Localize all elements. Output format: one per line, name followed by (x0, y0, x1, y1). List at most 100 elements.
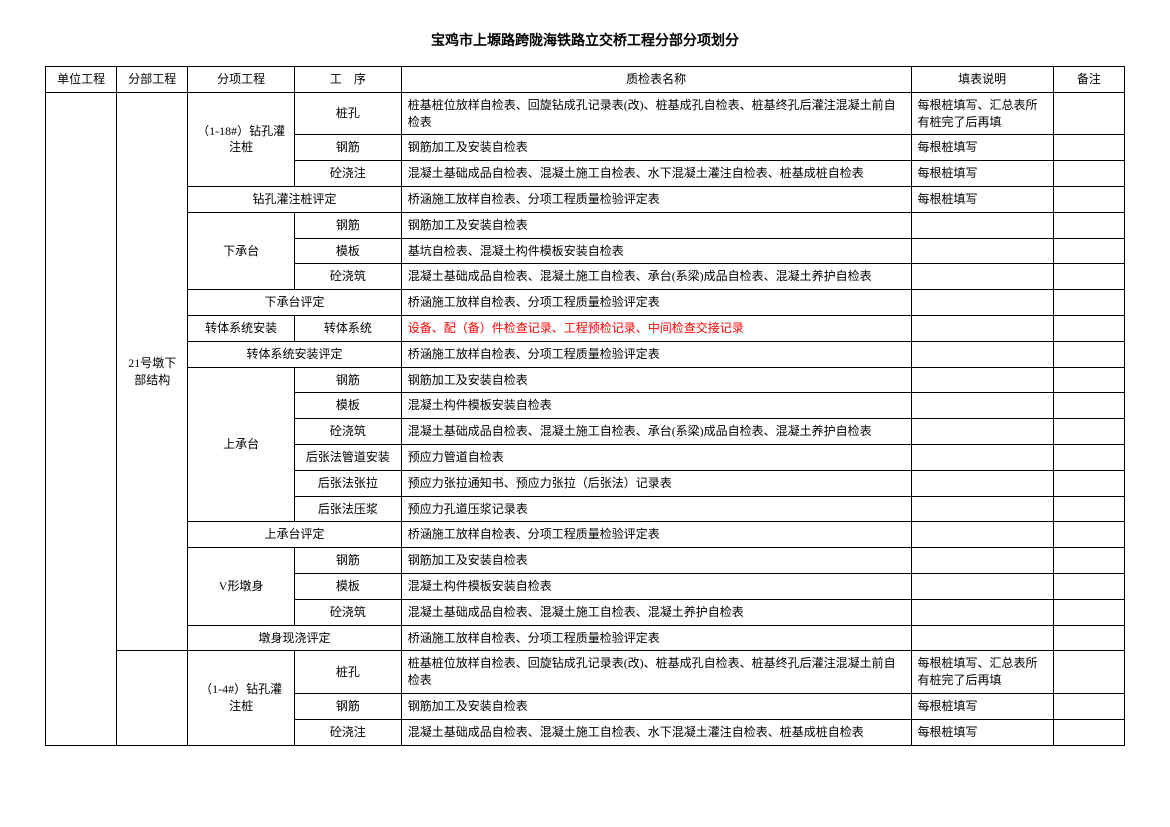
cell-zhijian: 混凝土基础成品自检表、混凝土施工自检表、承台(系梁)成品自检表、混凝土养护自检表 (401, 264, 911, 290)
cell-fenxiang: 墩身现浇评定 (188, 625, 401, 651)
table-row: 上承台 钢筋 钢筋加工及安装自检表 (46, 367, 1125, 393)
cell-note (911, 315, 1053, 341)
cell-note: 每根桩填写 (911, 186, 1053, 212)
table-row: 21号墩下部结构 （1-18#）钻孔灌注桩 桩孔 桩基桩位放样自检表、回旋钻成孔… (46, 92, 1125, 135)
cell-note (911, 341, 1053, 367)
table-row: 转体系统安装 转体系统 设备、配（备）件检查记录、工程预检记录、中间检查交接记录 (46, 315, 1125, 341)
cell-zhijian: 桥涵施工放样自检表、分项工程质量检验评定表 (401, 625, 911, 651)
cell-remark (1053, 186, 1124, 212)
cell-gongxu: 模板 (294, 393, 401, 419)
cell-remark (1053, 393, 1124, 419)
cell-gongxu: 钢筋 (294, 212, 401, 238)
main-table: 单位工程 分部工程 分项工程 工 序 质检表名称 填表说明 备注 21号墩下部结… (45, 66, 1125, 746)
cell-note (911, 470, 1053, 496)
cell-remark (1053, 444, 1124, 470)
cell-zhijian: 混凝土基础成品自检表、混凝土施工自检表、水下混凝土灌注自检表、桩基成桩自检表 (401, 719, 911, 745)
cell-zhijian: 钢筋加工及安装自检表 (401, 367, 911, 393)
cell-remark (1053, 315, 1124, 341)
cell-gongxu: 砼浇筑 (294, 264, 401, 290)
cell-zhijian: 混凝土基础成品自检表、混凝土施工自检表、水下混凝土灌注自检表、桩基成桩自检表 (401, 161, 911, 187)
cell-note (911, 548, 1053, 574)
cell-zhijian: 桥涵施工放样自检表、分项工程质量检验评定表 (401, 341, 911, 367)
cell-gongxu: 钢筋 (294, 548, 401, 574)
cell-remark (1053, 135, 1124, 161)
cell-zhijian: 钢筋加工及安装自检表 (401, 212, 911, 238)
cell-gongxu: 模板 (294, 238, 401, 264)
cell-zhijian: 预应力管道自检表 (401, 444, 911, 470)
cell-fenxiang: 下承台评定 (188, 290, 401, 316)
cell-zhijian: 基坑自检表、混凝土构件模板安装自检表 (401, 238, 911, 264)
cell-gongxu: 桩孔 (294, 651, 401, 694)
cell-remark (1053, 573, 1124, 599)
cell-fenxiang: V形墩身 (188, 548, 295, 625)
cell-gongxu: 砼浇注 (294, 719, 401, 745)
header-row: 单位工程 分部工程 分项工程 工 序 质检表名称 填表说明 备注 (46, 67, 1125, 93)
cell-remark (1053, 522, 1124, 548)
cell-fenxiang: 转体系统安装 (188, 315, 295, 341)
cell-remark (1053, 496, 1124, 522)
cell-note: 每根桩填写、汇总表所有桩完了后再填 (911, 92, 1053, 135)
cell-remark (1053, 719, 1124, 745)
cell-zhijian: 混凝土基础成品自检表、混凝土施工自检表、混凝土养护自检表 (401, 599, 911, 625)
table-row: 下承台 钢筋 钢筋加工及安装自检表 (46, 212, 1125, 238)
header-c7: 备注 (1053, 67, 1124, 93)
cell-note (911, 496, 1053, 522)
cell-fenbu (117, 651, 188, 745)
cell-zhijian: 混凝土构件模板安装自检表 (401, 393, 911, 419)
cell-gongxu: 后张法管道安装 (294, 444, 401, 470)
cell-gongxu: 转体系统 (294, 315, 401, 341)
cell-zhijian: 预应力孔道压浆记录表 (401, 496, 911, 522)
cell-remark (1053, 651, 1124, 694)
cell-note: 每根桩填写 (911, 135, 1053, 161)
cell-gongxu: 砼浇注 (294, 161, 401, 187)
cell-note (911, 444, 1053, 470)
cell-note (911, 522, 1053, 548)
cell-remark (1053, 341, 1124, 367)
cell-gongxu: 砼浇筑 (294, 419, 401, 445)
cell-note: 每根桩填写 (911, 693, 1053, 719)
cell-fenbu: 21号墩下部结构 (117, 92, 188, 651)
cell-zhijian: 钢筋加工及安装自检表 (401, 548, 911, 574)
cell-zhijian: 混凝土基础成品自检表、混凝土施工自检表、承台(系梁)成品自检表、混凝土养护自检表 (401, 419, 911, 445)
cell-zhijian: 桥涵施工放样自检表、分项工程质量检验评定表 (401, 522, 911, 548)
cell-zhijian: 桩基桩位放样自检表、回旋钻成孔记录表(改)、桩基成孔自检表、桩基终孔后灌注混凝土… (401, 651, 911, 694)
cell-zhijian: 设备、配（备）件检查记录、工程预检记录、中间检查交接记录 (401, 315, 911, 341)
header-c3: 分项工程 (188, 67, 295, 93)
cell-note (911, 212, 1053, 238)
page-title: 宝鸡市上塬路跨陇海铁路立交桥工程分部分项划分 (45, 30, 1125, 50)
cell-gongxu: 后张法压浆 (294, 496, 401, 522)
cell-note (911, 290, 1053, 316)
table-row: V形墩身 钢筋 钢筋加工及安装自检表 (46, 548, 1125, 574)
cell-gongxu: 钢筋 (294, 367, 401, 393)
cell-note: 每根桩填写、汇总表所有桩完了后再填 (911, 651, 1053, 694)
cell-fenxiang: 上承台评定 (188, 522, 401, 548)
header-c1: 单位工程 (46, 67, 117, 93)
table-row: 下承台评定 桥涵施工放样自检表、分项工程质量检验评定表 (46, 290, 1125, 316)
table-row: 转体系统安装评定 桥涵施工放样自检表、分项工程质量检验评定表 (46, 341, 1125, 367)
cell-fenxiang: 转体系统安装评定 (188, 341, 401, 367)
cell-remark (1053, 548, 1124, 574)
cell-note (911, 625, 1053, 651)
cell-zhijian: 钢筋加工及安装自检表 (401, 135, 911, 161)
cell-remark (1053, 290, 1124, 316)
cell-remark (1053, 625, 1124, 651)
cell-note (911, 367, 1053, 393)
cell-fenxiang: （1-18#）钻孔灌注桩 (188, 92, 295, 186)
cell-zhijian: 桥涵施工放样自检表、分项工程质量检验评定表 (401, 186, 911, 212)
cell-note (911, 393, 1053, 419)
cell-remark (1053, 599, 1124, 625)
cell-gongxu: 钢筋 (294, 135, 401, 161)
cell-gongxu: 模板 (294, 573, 401, 599)
cell-remark (1053, 470, 1124, 496)
cell-fenxiang: 钻孔灌注桩评定 (188, 186, 401, 212)
cell-remark (1053, 238, 1124, 264)
cell-zhijian: 桥涵施工放样自检表、分项工程质量检验评定表 (401, 290, 911, 316)
cell-remark (1053, 419, 1124, 445)
cell-unit (46, 92, 117, 745)
cell-zhijian: 桩基桩位放样自检表、回旋钻成孔记录表(改)、桩基成孔自检表、桩基终孔后灌注混凝土… (401, 92, 911, 135)
cell-remark (1053, 92, 1124, 135)
cell-gongxu: 砼浇筑 (294, 599, 401, 625)
cell-note: 每根桩填写 (911, 161, 1053, 187)
cell-gongxu: 桩孔 (294, 92, 401, 135)
cell-zhijian: 混凝土构件模板安装自检表 (401, 573, 911, 599)
